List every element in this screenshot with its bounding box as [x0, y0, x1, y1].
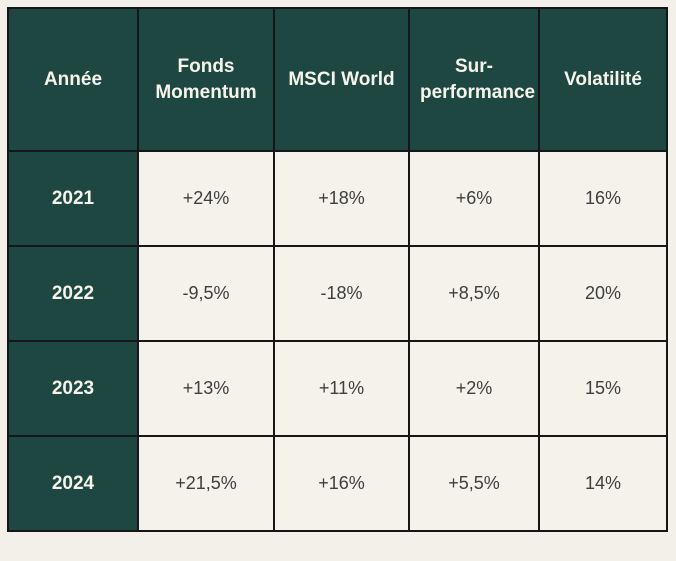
table-header: Année Fonds Momentum MSCI World Sur-perf…: [7, 7, 668, 152]
table-row: 2024 +21,5% +16% +5,5% 14%: [7, 435, 668, 532]
value-cell: +6%: [408, 150, 540, 247]
value-cell: -9,5%: [137, 245, 275, 342]
value-cell: +21,5%: [137, 435, 275, 532]
col-header-fonds-momentum: Fonds Momentum: [137, 7, 275, 152]
col-header-volatilite: Volatilité: [538, 7, 668, 152]
year-cell: 2023: [7, 340, 139, 437]
value-cell: 16%: [538, 150, 668, 247]
value-cell: +16%: [273, 435, 410, 532]
value-cell: +11%: [273, 340, 410, 437]
header-row: Année Fonds Momentum MSCI World Sur-perf…: [7, 7, 668, 152]
year-cell: 2024: [7, 435, 139, 532]
performance-table: Année Fonds Momentum MSCI World Sur-perf…: [7, 7, 668, 532]
table-row: 2021 +24% +18% +6% 16%: [7, 150, 668, 247]
value-cell: -18%: [273, 245, 410, 342]
col-header-msci-world: MSCI World: [273, 7, 410, 152]
value-cell: +5,5%: [408, 435, 540, 532]
value-cell: +8,5%: [408, 245, 540, 342]
table-body: 2021 +24% +18% +6% 16% 2022 -9,5% -18% +…: [7, 150, 668, 532]
value-cell: 20%: [538, 245, 668, 342]
value-cell: +24%: [137, 150, 275, 247]
table-row: 2022 -9,5% -18% +8,5% 20%: [7, 245, 668, 342]
table-row: 2023 +13% +11% +2% 15%: [7, 340, 668, 437]
year-cell: 2022: [7, 245, 139, 342]
value-cell: 14%: [538, 435, 668, 532]
year-cell: 2021: [7, 150, 139, 247]
value-cell: +18%: [273, 150, 410, 247]
value-cell: +13%: [137, 340, 275, 437]
col-header-annee: Année: [7, 7, 139, 152]
value-cell: +2%: [408, 340, 540, 437]
value-cell: 15%: [538, 340, 668, 437]
col-header-sur-performance: Sur-performance: [408, 7, 540, 152]
